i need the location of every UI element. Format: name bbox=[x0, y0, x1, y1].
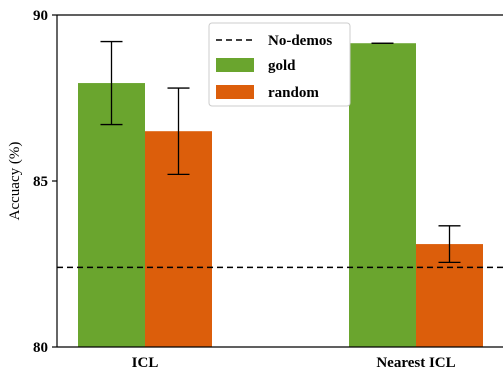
legend-swatch-gold bbox=[216, 58, 254, 72]
legend-label-gold: gold bbox=[268, 58, 296, 74]
y-tick-label: 85 bbox=[33, 174, 48, 190]
y-axis-label: Accuacy (%) bbox=[7, 142, 23, 221]
y-tick-label: 90 bbox=[33, 8, 48, 24]
legend-label-no-demos: No-demos bbox=[268, 33, 332, 49]
x-category-label: Nearest ICL bbox=[376, 355, 455, 370]
axes bbox=[56, 14, 503, 348]
error-bar bbox=[438, 225, 461, 263]
error-bar bbox=[100, 40, 123, 126]
plot-area: 80 85 90 ICL Nearest ICL bbox=[33, 8, 503, 370]
x-category-label: ICL bbox=[132, 355, 159, 370]
legend: No-demos gold random bbox=[208, 22, 351, 107]
bar-gold-icl bbox=[78, 83, 145, 347]
bar-gold-nearest-icl bbox=[349, 43, 416, 347]
y-tick-label: 80 bbox=[33, 340, 48, 356]
error-bar bbox=[167, 87, 190, 176]
legend-label-random: random bbox=[268, 85, 319, 101]
legend-swatch-random bbox=[216, 85, 254, 99]
